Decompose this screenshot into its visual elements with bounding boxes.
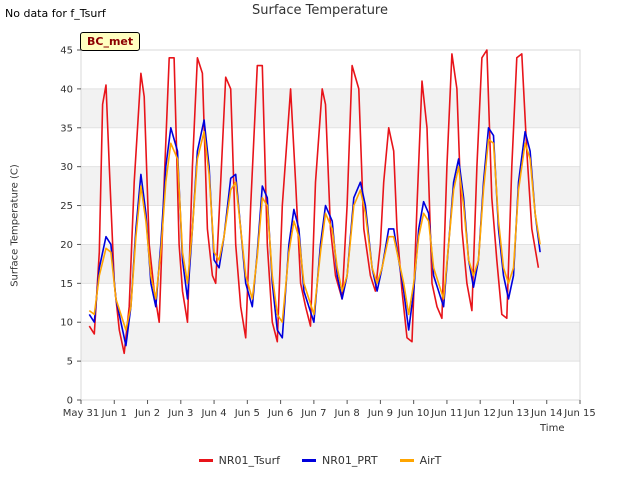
x-tick-label: Jun 5 — [234, 408, 260, 419]
x-tick-label: Jun 7 — [300, 408, 326, 419]
legend-item-nr01-tsurf: NR01_Tsurf — [198, 454, 280, 467]
y-tick-label: 15 — [60, 279, 73, 290]
grid-band — [81, 127, 580, 167]
legend-label-nr01-tsurf: NR01_Tsurf — [218, 454, 280, 467]
legend-label-nr01-prt: NR01_PRT — [321, 454, 378, 467]
grid-band — [81, 244, 580, 284]
x-tick-label: Jun 3 — [167, 408, 193, 419]
plot-frame — [80, 49, 581, 401]
y-tick-label: 40 — [60, 84, 73, 95]
y-tick-label: 25 — [60, 201, 73, 212]
grid-band — [81, 361, 580, 400]
grid-band — [81, 88, 580, 128]
x-tick-label: Jun 13 — [497, 408, 530, 419]
x-tick-label: Jun 12 — [463, 408, 496, 419]
x-tick-label: Jun 9 — [367, 408, 393, 419]
x-tick-label: Jun 2 — [134, 408, 160, 419]
x-axis-label: Time — [540, 423, 565, 434]
x-tick-label: Jun 8 — [334, 408, 360, 419]
legend-label-airt: AirT — [419, 454, 442, 467]
legend-item-nr01-prt: NR01_PRT — [301, 454, 378, 467]
y-tick-label: 0 — [67, 396, 73, 407]
legend-swatch-nr01-prt — [301, 459, 316, 462]
y-tick-label: 35 — [60, 123, 73, 134]
x-tick-label: Jun 14 — [530, 408, 563, 419]
x-tick-label: May 31 — [63, 408, 100, 419]
grid-band — [81, 166, 580, 206]
x-tick-label: Jun 1 — [101, 408, 127, 419]
legend-item-airt: AirT — [399, 454, 442, 467]
x-tick-label: Jun 10 — [397, 408, 430, 419]
grid-band — [81, 50, 580, 89]
legend-swatch-airt — [399, 459, 414, 462]
y-tick-label: 5 — [67, 357, 73, 368]
y-tick-label: 30 — [60, 162, 73, 173]
x-tick-label: Jun 4 — [200, 408, 226, 419]
grid-band — [81, 322, 580, 362]
x-tick-label: Jun 15 — [563, 408, 596, 419]
chart-title: Surface Temperature — [251, 3, 388, 18]
legend-swatch-nr01-tsurf — [198, 459, 213, 462]
y-tick-label: 10 — [60, 318, 73, 329]
x-tick-label: Jun 11 — [430, 408, 463, 419]
no-data-note: No data for f_Tsurf — [5, 7, 106, 20]
site-badge: BC_met — [80, 32, 141, 51]
grid-band — [81, 283, 580, 323]
y-tick-label: 45 — [60, 46, 73, 57]
legend: NR01_Tsurf NR01_PRT AirT — [0, 454, 640, 467]
series-line-airt — [88, 130, 541, 331]
series-line-nr01-tsurf — [88, 49, 540, 355]
y-tick-label: 20 — [60, 240, 73, 251]
x-tick-label: Jun 6 — [267, 408, 293, 419]
